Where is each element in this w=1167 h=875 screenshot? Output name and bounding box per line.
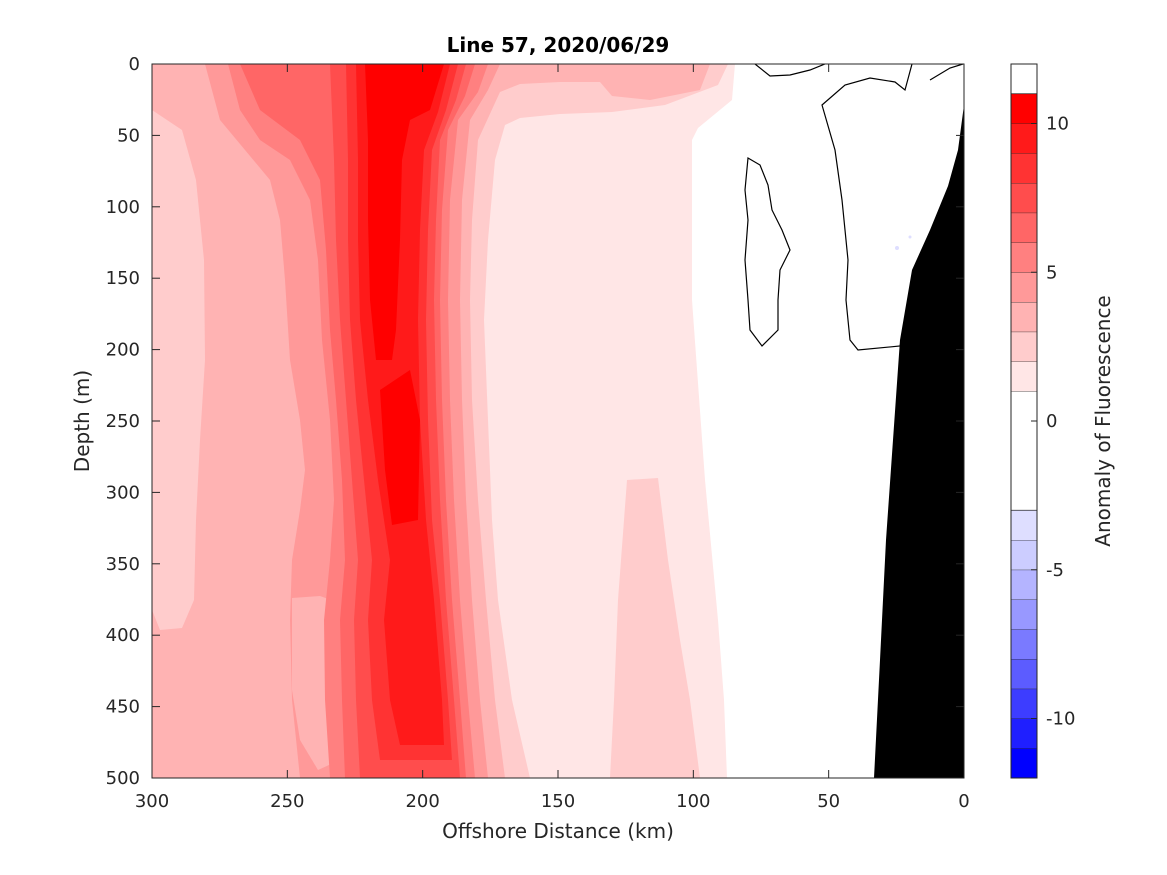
zero-contour-line: [744, 157, 791, 347]
y-axis: 0 50 100 150 200 250 300 350 400 450 500: [106, 54, 964, 789]
y-tick-label: 300: [106, 482, 140, 503]
colorbar: [1011, 93, 1037, 778]
y-tick-label: 200: [106, 340, 140, 361]
colorbar-band: [1011, 153, 1037, 183]
y-tick-label: 450: [106, 697, 140, 718]
y-tick-label: 150: [106, 268, 140, 289]
x-axis-label: Offshore Distance (km): [442, 819, 674, 843]
colorbar-band: [1011, 331, 1037, 362]
colorbar-tick-label: -10: [1046, 709, 1075, 730]
contour-level-10: [365, 64, 444, 525]
y-tick-label: 0: [129, 54, 140, 75]
negative-speck: [908, 235, 912, 239]
contour-offshore-pale: [152, 110, 205, 630]
colorbar-band: [1011, 272, 1037, 302]
colorbar-band: [1011, 212, 1037, 243]
zero-contour-line: [821, 64, 915, 351]
y-axis-label: Depth (m): [70, 370, 94, 472]
colorbar-band: [1011, 510, 1037, 540]
colorbar-band: [1011, 718, 1037, 749]
colorbar-tick-label: 5: [1046, 262, 1057, 283]
colorbar-tick-label: -5: [1046, 560, 1064, 581]
y-tick-label: 500: [106, 768, 140, 789]
x-tick-label: 100: [676, 791, 710, 812]
zero-contour-line: [754, 64, 826, 77]
x-tick-label: 50: [817, 791, 840, 812]
negative-speck: [895, 246, 899, 250]
x-tick-label: 0: [958, 791, 969, 812]
colorbar-band: [1011, 629, 1037, 659]
y-tick-label: 350: [106, 554, 140, 575]
bathymetry: [874, 105, 964, 778]
colorbar-tick-label: 0: [1046, 411, 1057, 432]
y-tick-label: 100: [106, 197, 140, 218]
colorbar-band: [1011, 569, 1037, 600]
colorbar-band: [1011, 540, 1037, 570]
colorbar-band: [1011, 123, 1037, 154]
colorbar-band: [1011, 242, 1037, 273]
y-tick-label: 250: [106, 411, 140, 432]
x-tick-label: 300: [135, 791, 169, 812]
x-tick-label: 200: [405, 791, 439, 812]
x-tick-label: 250: [270, 791, 304, 812]
colorbar-ticks: -10 -5 0 5 10: [1031, 114, 1075, 730]
colorbar-band: [1011, 93, 1037, 124]
colorbar-label: Anomaly of Fluorescence: [1091, 295, 1115, 546]
colorbar-band: [1011, 659, 1037, 689]
chart-title: Line 57, 2020/06/29: [447, 33, 670, 57]
x-axis: 300 250 200 150 100 50 0: [135, 64, 970, 812]
y-tick-label: 50: [117, 125, 140, 146]
plot-area: [152, 64, 964, 778]
zero-contour-line: [929, 64, 964, 81]
colorbar-band: [1011, 599, 1037, 630]
colorbar-band: [1011, 688, 1037, 719]
colorbar-band: [1011, 302, 1037, 332]
colorbar-band: [1011, 183, 1037, 213]
colorbar-tick-label: 10: [1046, 114, 1069, 135]
colorbar-band: [1011, 361, 1037, 392]
y-tick-label: 400: [106, 625, 140, 646]
x-tick-label: 150: [541, 791, 575, 812]
colorbar-band: [1011, 748, 1037, 778]
